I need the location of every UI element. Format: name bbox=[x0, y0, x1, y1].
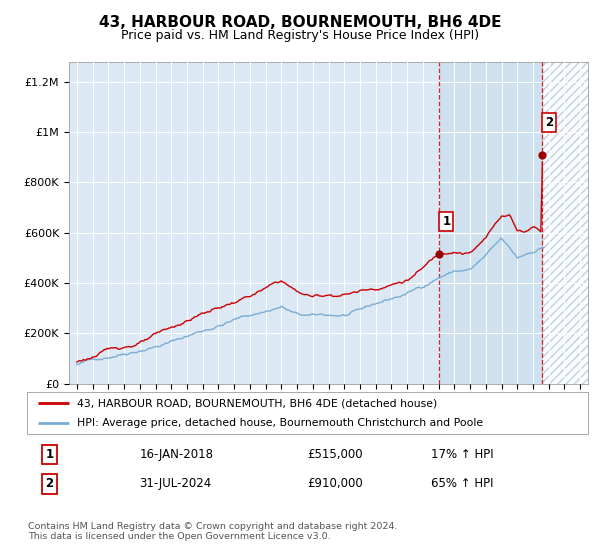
Text: £515,000: £515,000 bbox=[308, 448, 363, 461]
Bar bbox=[542, 62, 588, 384]
Bar bbox=[542, 62, 588, 384]
Text: 1: 1 bbox=[46, 448, 53, 461]
Text: 1: 1 bbox=[442, 215, 451, 228]
Text: 31-JUL-2024: 31-JUL-2024 bbox=[139, 477, 211, 491]
Text: 2: 2 bbox=[46, 477, 53, 491]
Point bbox=[434, 250, 444, 259]
Text: Price paid vs. HM Land Registry's House Price Index (HPI): Price paid vs. HM Land Registry's House … bbox=[121, 29, 479, 42]
Text: 43, HARBOUR ROAD, BOURNEMOUTH, BH6 4DE: 43, HARBOUR ROAD, BOURNEMOUTH, BH6 4DE bbox=[99, 15, 501, 30]
Bar bbox=[439, 62, 542, 384]
Text: 17% ↑ HPI: 17% ↑ HPI bbox=[431, 448, 494, 461]
Text: 2: 2 bbox=[545, 116, 553, 129]
Text: 43, HARBOUR ROAD, BOURNEMOUTH, BH6 4DE (detached house): 43, HARBOUR ROAD, BOURNEMOUTH, BH6 4DE (… bbox=[77, 398, 438, 408]
Point bbox=[537, 150, 547, 159]
Text: Contains HM Land Registry data © Crown copyright and database right 2024.
This d: Contains HM Land Registry data © Crown c… bbox=[28, 522, 398, 542]
Text: 65% ↑ HPI: 65% ↑ HPI bbox=[431, 477, 493, 491]
Text: HPI: Average price, detached house, Bournemouth Christchurch and Poole: HPI: Average price, detached house, Bour… bbox=[77, 418, 484, 428]
Text: £910,000: £910,000 bbox=[308, 477, 363, 491]
Text: 16-JAN-2018: 16-JAN-2018 bbox=[139, 448, 213, 461]
